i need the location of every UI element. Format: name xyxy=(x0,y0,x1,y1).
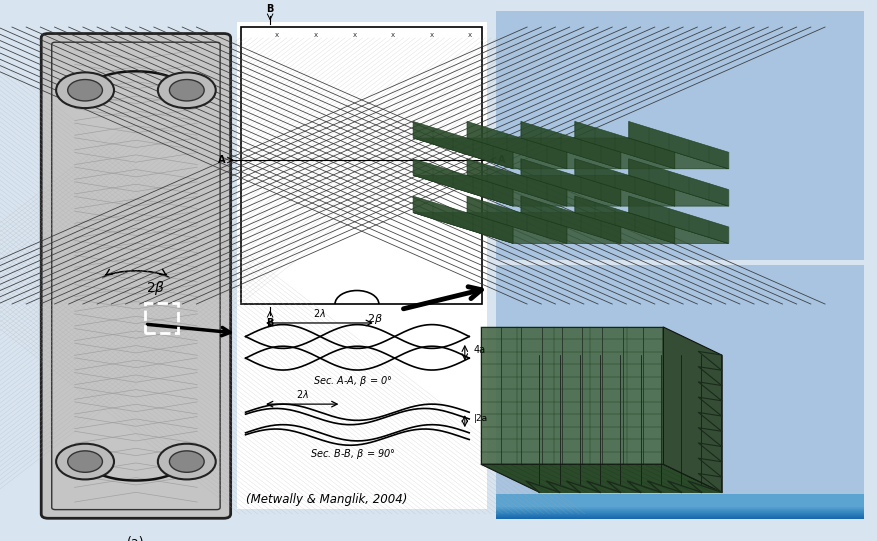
Text: $2\lambda$: $2\lambda$ xyxy=(313,307,326,319)
Text: A: A xyxy=(217,155,225,165)
Polygon shape xyxy=(481,464,722,492)
Bar xyxy=(496,499,864,511)
Polygon shape xyxy=(567,481,600,492)
Bar xyxy=(496,497,864,509)
Text: x: x xyxy=(353,32,357,38)
FancyBboxPatch shape xyxy=(41,34,231,518)
Text: 4a: 4a xyxy=(474,345,486,355)
Polygon shape xyxy=(574,159,674,206)
Polygon shape xyxy=(688,481,722,492)
Bar xyxy=(496,265,864,519)
Text: B: B xyxy=(267,318,274,327)
Text: (Metwally & Manglik, 2004): (Metwally & Manglik, 2004) xyxy=(246,493,407,506)
Bar xyxy=(237,22,487,509)
Polygon shape xyxy=(413,138,729,169)
Bar xyxy=(496,500,864,513)
Text: |2a: |2a xyxy=(474,414,488,423)
Polygon shape xyxy=(521,159,621,206)
Polygon shape xyxy=(574,121,674,169)
Bar xyxy=(496,499,864,512)
Circle shape xyxy=(158,72,216,108)
Polygon shape xyxy=(629,159,729,206)
Text: x: x xyxy=(275,32,280,38)
Text: x: x xyxy=(430,32,434,38)
Polygon shape xyxy=(413,159,513,206)
Bar xyxy=(496,11,864,260)
Polygon shape xyxy=(629,196,729,243)
Circle shape xyxy=(169,451,204,472)
Polygon shape xyxy=(481,327,663,464)
Polygon shape xyxy=(629,121,729,169)
Circle shape xyxy=(56,72,114,108)
Text: $2\beta$: $2\beta$ xyxy=(367,312,382,326)
Text: Sec. A-A, $\beta$ = 0°: Sec. A-A, $\beta$ = 0° xyxy=(313,374,393,388)
Text: (a): (a) xyxy=(127,536,145,541)
Bar xyxy=(496,506,864,519)
Circle shape xyxy=(169,80,204,101)
Bar xyxy=(496,506,864,519)
Bar xyxy=(496,502,864,514)
Polygon shape xyxy=(413,196,513,243)
Bar xyxy=(496,502,864,514)
Polygon shape xyxy=(648,481,681,492)
Polygon shape xyxy=(668,481,702,492)
Bar xyxy=(496,503,864,516)
Bar xyxy=(496,498,864,511)
Text: A: A xyxy=(498,155,506,165)
Polygon shape xyxy=(521,196,621,243)
Bar xyxy=(496,505,864,518)
Bar xyxy=(496,496,864,509)
Bar xyxy=(496,497,864,510)
Text: $2\lambda$: $2\lambda$ xyxy=(296,388,309,400)
Text: x: x xyxy=(314,32,318,38)
Bar xyxy=(496,494,864,506)
Polygon shape xyxy=(663,327,722,492)
Circle shape xyxy=(158,444,216,479)
Circle shape xyxy=(68,80,103,101)
Polygon shape xyxy=(413,213,729,243)
Polygon shape xyxy=(574,196,674,243)
Bar xyxy=(496,505,864,517)
Bar xyxy=(496,500,864,513)
Polygon shape xyxy=(627,481,661,492)
Polygon shape xyxy=(587,481,620,492)
Bar xyxy=(496,503,864,516)
Bar xyxy=(145,304,178,333)
Circle shape xyxy=(68,451,103,472)
Polygon shape xyxy=(521,121,621,169)
Bar xyxy=(496,495,864,508)
Polygon shape xyxy=(467,159,567,206)
Text: Sec. B-B, $\beta$ = 90°: Sec. B-B, $\beta$ = 90° xyxy=(310,447,396,461)
Text: x: x xyxy=(391,32,396,38)
Bar xyxy=(496,504,864,517)
Polygon shape xyxy=(467,196,567,243)
Polygon shape xyxy=(413,175,729,206)
Polygon shape xyxy=(546,481,580,492)
Polygon shape xyxy=(467,121,567,169)
Bar xyxy=(241,27,482,304)
Polygon shape xyxy=(413,121,513,169)
Text: B: B xyxy=(267,4,274,14)
Circle shape xyxy=(56,444,114,479)
Bar xyxy=(496,494,864,507)
Polygon shape xyxy=(607,481,640,492)
Text: $2\beta$: $2\beta$ xyxy=(146,279,166,297)
Polygon shape xyxy=(526,481,560,492)
Text: x: x xyxy=(468,32,473,38)
